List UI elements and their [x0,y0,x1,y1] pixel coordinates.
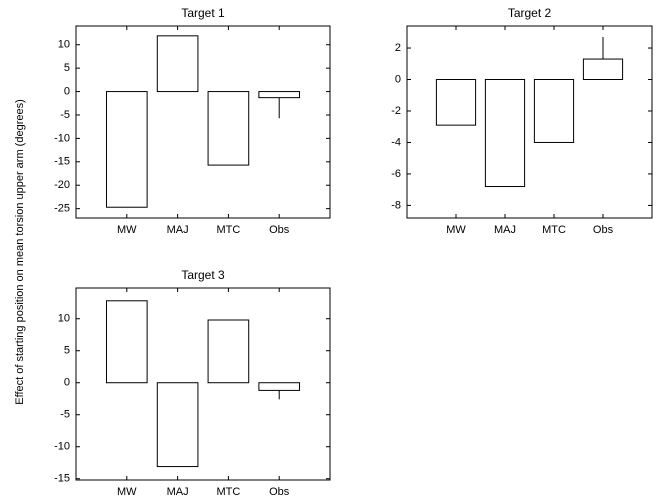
bar [435,79,477,126]
x-tick-label: Obs [593,224,614,236]
chart-title: Target 3 [181,268,225,282]
bar [582,58,624,81]
x-tick-label: MW [446,224,466,236]
y-tick-label: 2 [395,42,401,54]
x-tick-label: MW [117,486,137,497]
y-tick-label: -10 [54,441,70,453]
x-tick-label: MTC [216,486,240,497]
y-tick-label: -20 [54,179,70,191]
plot-frame [406,25,653,219]
plot-frame [75,25,331,219]
x-tick-label: MAJ [167,486,189,497]
bar [156,35,199,93]
x-tick-label: MAJ [167,224,189,236]
y-tick-label: -2 [391,105,401,117]
y-tick-label: -8 [391,199,401,211]
y-tick-label: 10 [58,39,70,51]
y-tick-label: 0 [64,85,70,97]
bar [105,91,148,208]
y-tick-label: -5 [60,409,70,421]
bar [156,382,199,468]
chart-title: Target 1 [181,6,225,20]
bar [207,91,250,166]
y-tick-label: -5 [60,109,70,121]
y-tick-label: -15 [54,473,70,485]
y-tick-label: -4 [391,136,401,148]
y-tick-label: 5 [64,345,70,357]
x-tick-label: Obs [269,486,290,497]
x-tick-label: Obs [269,224,290,236]
y-tick-label: -6 [391,168,401,180]
y-tick-label: -10 [54,132,70,144]
x-tick-label: MTC [216,224,240,236]
y-tick-label: -15 [54,156,70,168]
chart-title: Target 2 [508,6,552,20]
y-tick-label: 0 [64,377,70,389]
plot-frame [75,287,331,481]
bar [105,300,148,384]
bar [484,79,526,188]
bar [258,91,301,99]
bar [258,382,301,391]
y-tick-label: 0 [395,73,401,85]
y-tick-label: 5 [64,62,70,74]
bar [533,79,575,143]
x-tick-label: MAJ [494,224,516,236]
y-axis-label: Effect of starting position on mean tors… [14,99,26,405]
bar [207,319,250,384]
y-tick-label: -25 [54,203,70,215]
x-tick-label: MW [117,224,137,236]
x-tick-label: MTC [542,224,566,236]
y-tick-label: 10 [58,313,70,325]
